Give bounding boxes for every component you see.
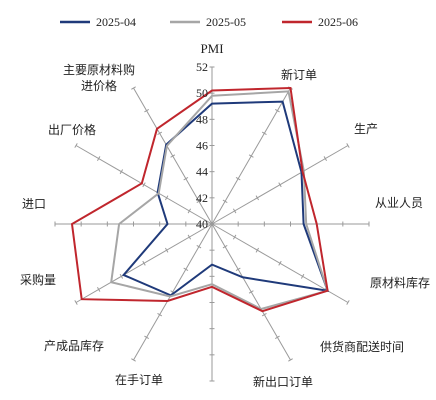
- spoke-tick: [261, 131, 267, 136]
- axis-label-8: 采购量: [20, 272, 56, 287]
- spoke-tick: [300, 273, 305, 279]
- spoke-tick: [275, 109, 280, 113]
- spoke-tick: [255, 247, 260, 253]
- spoke-tick: [187, 208, 192, 214]
- spoke-tick: [157, 312, 163, 317]
- spoke-tick: [232, 234, 237, 240]
- spoke-tick: [275, 335, 280, 339]
- spoke-tick: [235, 176, 241, 181]
- axis-label-1: 生产: [354, 122, 378, 136]
- tick-label: 42: [196, 191, 208, 205]
- series-line-2025-06: [70, 86, 329, 313]
- axis-label-5: 新出口订单: [253, 374, 313, 389]
- axis-label-6: 在手订单: [115, 373, 163, 387]
- spoke-tick: [248, 290, 254, 294]
- spoke-tick: [74, 300, 78, 305]
- spoke-tick: [222, 199, 228, 204]
- axis-label-9: 进口: [22, 197, 46, 211]
- spoke-tick: [278, 182, 282, 188]
- axis-label-11: 主要原材料购进价格: [63, 62, 135, 93]
- series-line-2025-05: [110, 90, 329, 311]
- series-line-2025-04: [121, 100, 330, 297]
- spoke-tick: [144, 109, 149, 113]
- spoke-tick: [346, 300, 350, 305]
- spoke-tick: [119, 169, 124, 175]
- axis-label-10: 出厂价格: [48, 122, 96, 137]
- spoke-tick: [144, 335, 149, 339]
- spoke-tick: [261, 312, 267, 317]
- spoke-tick: [142, 182, 146, 188]
- axis-label-7: 产成品库存: [44, 338, 104, 353]
- spoke-tick: [255, 195, 260, 201]
- spoke-tick: [222, 244, 228, 249]
- spoke-tick: [196, 199, 202, 204]
- spoke-tick: [157, 131, 163, 136]
- legend-label-2025-05: 2025-05: [206, 15, 246, 29]
- spoke-tick: [164, 195, 169, 201]
- spoke-tick: [346, 143, 350, 148]
- spoke-tick: [323, 156, 327, 161]
- spoke-tick: [131, 86, 136, 90]
- spoke-tick: [119, 273, 124, 279]
- spoke-tick: [164, 247, 169, 253]
- spoke-tick: [183, 267, 189, 272]
- spoke-tick: [142, 260, 146, 266]
- radial-ticks: 40 42 44 46 48 50 52: [196, 60, 208, 231]
- tick-label: 50: [196, 86, 208, 100]
- spoke-tick: [196, 244, 202, 249]
- tick-label: 48: [196, 112, 208, 126]
- axis-label-2: 从业人员: [375, 196, 423, 210]
- axis-label-0: 新订单: [281, 67, 317, 82]
- radar-axes: [54, 66, 370, 382]
- spoke-tick: [170, 154, 176, 158]
- tick-label: 40: [196, 217, 208, 231]
- tick-label: 44: [196, 165, 208, 179]
- radar-series: [70, 86, 330, 313]
- spoke-tick: [97, 156, 101, 161]
- tick-label: 52: [196, 60, 208, 74]
- spoke-tick: [235, 267, 241, 272]
- spoke-tick: [97, 287, 101, 292]
- spoke-tick: [232, 208, 237, 214]
- legend-label-2025-06: 2025-06: [318, 15, 358, 29]
- spoke-tick: [187, 234, 192, 240]
- axis-label-4: 供货商配送时间: [320, 339, 404, 354]
- legend-label-2025-04: 2025-04: [96, 15, 136, 29]
- spoke-tick: [131, 358, 136, 362]
- spoke-tick: [278, 260, 282, 266]
- spoke-tick: [183, 176, 189, 181]
- legend: 2025-04 2025-05 2025-06: [60, 15, 358, 29]
- spoke-tick: [74, 143, 78, 148]
- chart-title: PMI: [200, 41, 223, 56]
- spoke-tick: [288, 358, 293, 362]
- tick-label: 46: [196, 139, 208, 153]
- spoke-tick: [248, 154, 254, 158]
- axis-label-3: 原材料库存: [370, 275, 430, 290]
